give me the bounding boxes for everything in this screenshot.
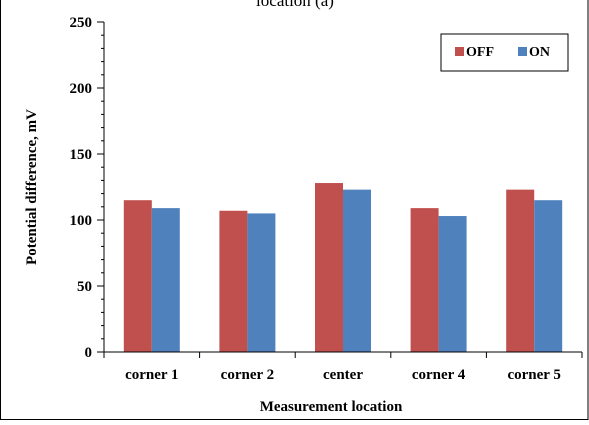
bar-off — [123, 200, 152, 352]
legend: OFF ON — [440, 33, 569, 72]
x-tick-label: center — [323, 367, 363, 383]
y-tick-label: 0 — [85, 345, 93, 361]
y-tick-label: 200 — [70, 81, 93, 97]
x-tick-label: corner 2 — [221, 367, 274, 383]
bar-off — [315, 183, 343, 352]
y-tick-label: 100 — [70, 213, 93, 229]
legend-label-off: OFF — [466, 45, 494, 60]
y-tick-label: 250 — [70, 15, 93, 31]
chart-title: location (a) — [256, 0, 334, 10]
legend-swatch-on — [518, 47, 527, 56]
y-axis-label: Potential difference, mV — [24, 109, 40, 265]
bar-off — [410, 208, 439, 352]
x-tick-label: corner 5 — [507, 367, 560, 383]
legend-swatch-off — [455, 47, 464, 56]
x-tick-label: corner 1 — [125, 367, 178, 383]
bar-on — [438, 216, 467, 352]
y-tick-label: 150 — [70, 147, 93, 163]
bar-on — [247, 213, 276, 352]
bar-on — [534, 200, 563, 352]
bar-on — [343, 189, 371, 352]
bar-on — [151, 208, 180, 352]
x-tick-label: corner 4 — [412, 367, 466, 383]
plot-area: 0 50 100 150 200 250 corner 1 corner 2 center cor… — [70, 15, 583, 383]
bar-off — [219, 210, 248, 352]
legend-label-on: ON — [529, 45, 550, 60]
y-tick-label: 50 — [77, 279, 92, 295]
bar-off — [506, 189, 535, 352]
x-axis-label: Measurement location — [260, 399, 403, 415]
